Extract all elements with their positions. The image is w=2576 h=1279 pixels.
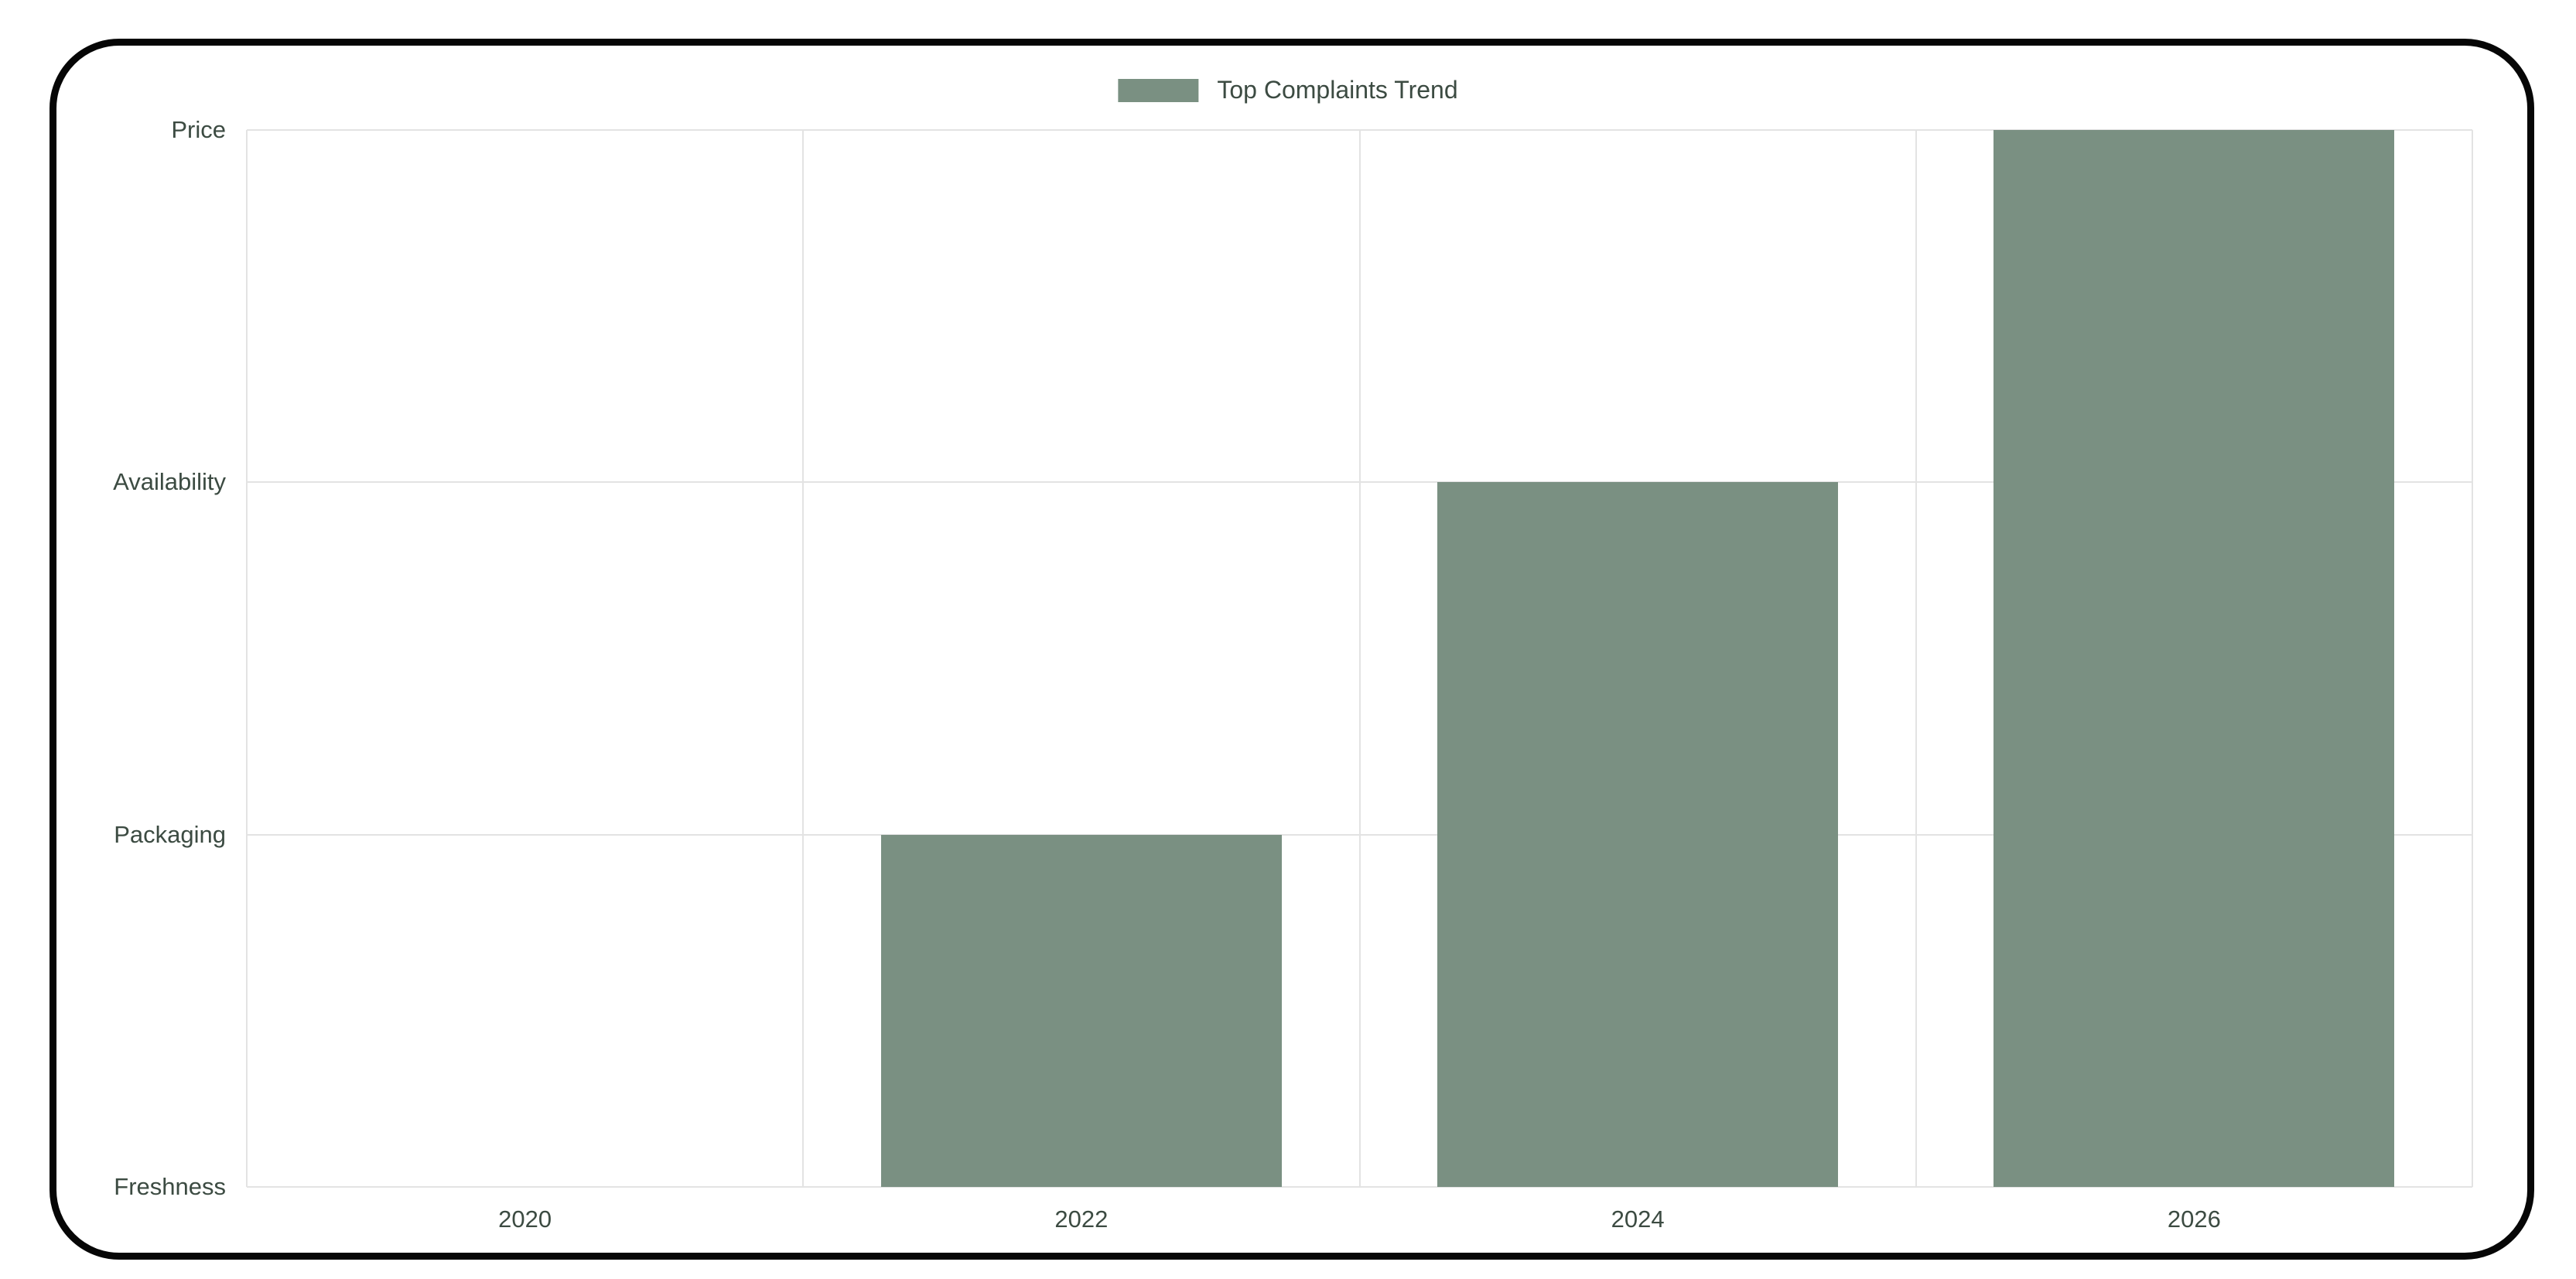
bar[interactable] — [880, 834, 1282, 1187]
legend-swatch — [1118, 78, 1199, 102]
y-tick-label: Freshness — [114, 1173, 226, 1200]
gridline-vertical — [246, 130, 248, 1187]
gridline-vertical — [802, 130, 805, 1187]
x-tick-label: 2022 — [1054, 1205, 1109, 1233]
gridline-horizontal — [247, 1186, 2472, 1188]
chart-frame — [50, 39, 2534, 1260]
x-tick-label: 2024 — [1611, 1205, 1665, 1233]
chart-legend[interactable]: Top Complaints Trend — [1118, 76, 1458, 104]
bar[interactable] — [1993, 130, 2395, 1187]
gridline-vertical — [1915, 130, 1917, 1187]
x-axis-labels: 2020 2022 2024 2026 — [247, 1205, 2472, 1241]
y-axis-labels: Freshness Packaging Availability Price — [0, 116, 232, 1200]
gridline-vertical — [1358, 130, 1361, 1187]
x-tick-label: 2026 — [2167, 1205, 2221, 1233]
y-tick-label: Price — [171, 116, 226, 143]
legend-label: Top Complaints Trend — [1217, 76, 1458, 104]
y-tick-label: Packaging — [114, 820, 226, 848]
plot-area — [246, 129, 2473, 1188]
gridline-vertical — [2472, 130, 2473, 1187]
bar[interactable] — [1437, 482, 1839, 1187]
x-tick-label: 2020 — [498, 1205, 552, 1233]
y-tick-label: Availability — [113, 468, 226, 496]
